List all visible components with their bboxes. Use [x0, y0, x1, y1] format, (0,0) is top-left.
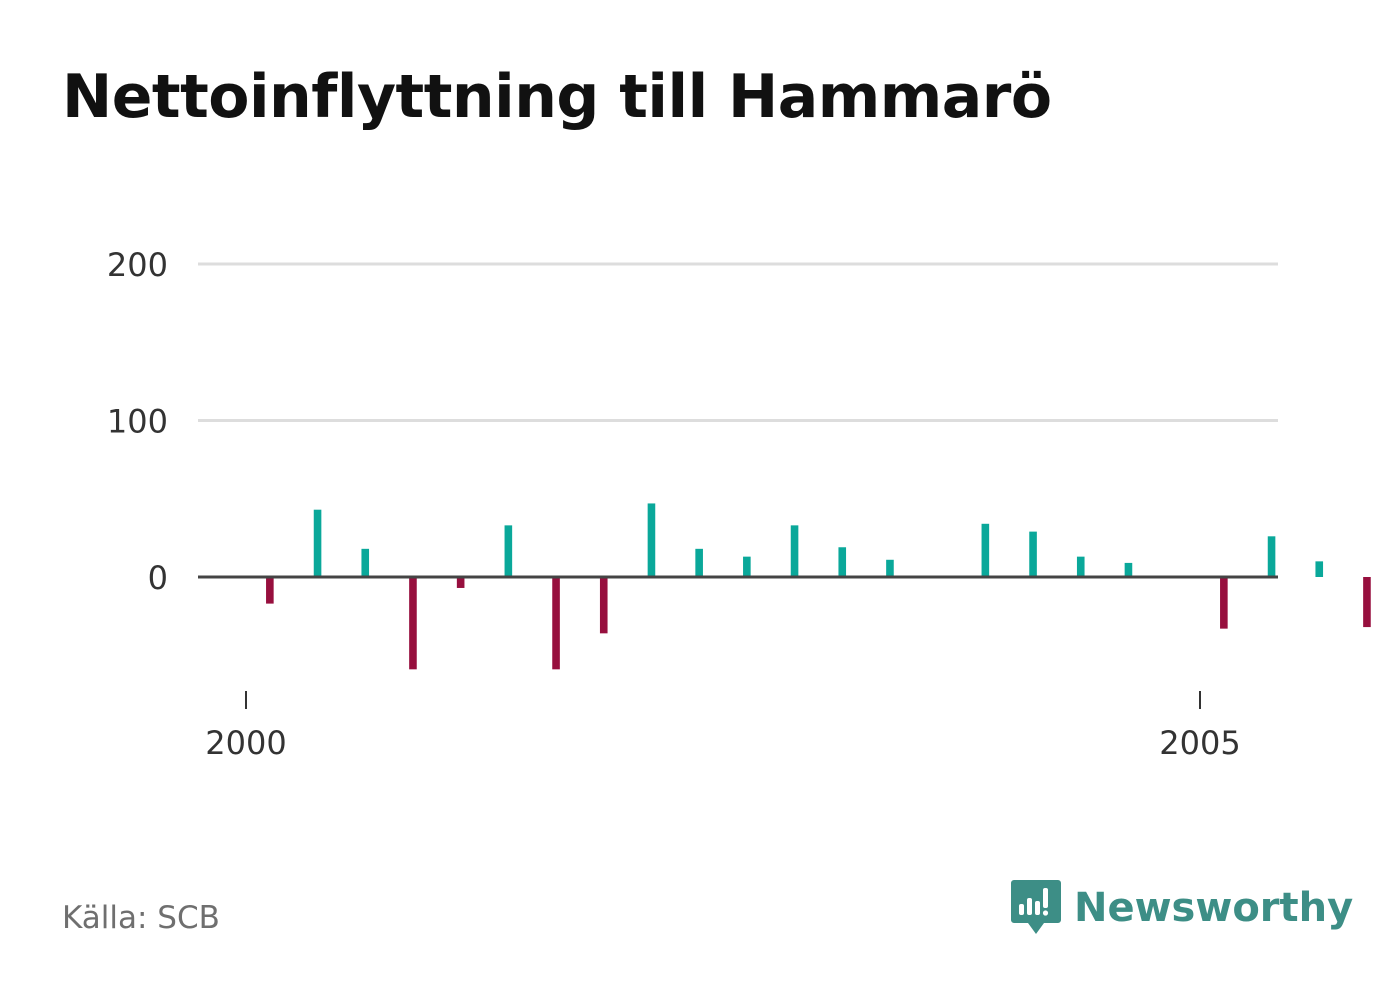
x-tick-label-2005: 2005	[1159, 724, 1240, 762]
bar-2001-k1	[456, 577, 465, 588]
newsworthy-logo-icon	[1011, 880, 1061, 934]
bar-2000-k4	[409, 577, 417, 670]
bar-2001-k2	[504, 525, 513, 577]
bar-2003-k2	[886, 559, 894, 577]
bar-2004-k2	[1076, 556, 1085, 577]
chart-title: Nettoinflyttning till Hammarö	[62, 62, 1052, 132]
bar-2004-k1	[1029, 531, 1037, 577]
bar-2001-k4	[599, 577, 608, 634]
bar-2002-k3	[743, 556, 751, 577]
bar-2002-k2	[695, 548, 703, 577]
gridlines	[198, 262, 1278, 422]
bar-2003-k4	[981, 523, 990, 577]
brand-name: Newsworthy	[1074, 885, 1354, 931]
source-note: Källa: SCB	[62, 900, 220, 936]
bar-2005-k4	[1363, 577, 1371, 628]
bar-2000-k2	[313, 509, 322, 577]
bar-2005-k3	[1315, 561, 1324, 577]
bar-2002-k1	[647, 503, 656, 577]
y-tick-label-0: 0	[148, 559, 168, 597]
y-tick-label-100: 100	[107, 403, 168, 441]
bar-2005-k2	[1267, 536, 1276, 577]
bar-2000-k1	[266, 577, 274, 604]
bar-2002-k4	[790, 525, 799, 577]
bar-2000-k3	[361, 548, 370, 577]
axes: 0100200200020052010201520202025	[107, 246, 1278, 762]
bar-2004-k3	[1124, 562, 1133, 577]
x-tick-label-2000: 2000	[205, 724, 286, 762]
bar-2001-k3	[552, 577, 560, 670]
bars	[266, 503, 1371, 670]
brand-logo: Newsworthy	[1010, 878, 1353, 938]
bar-2003-k1	[838, 547, 847, 577]
y-tick-label-200: 200	[107, 246, 168, 284]
bar-2005-k1	[1220, 577, 1228, 629]
